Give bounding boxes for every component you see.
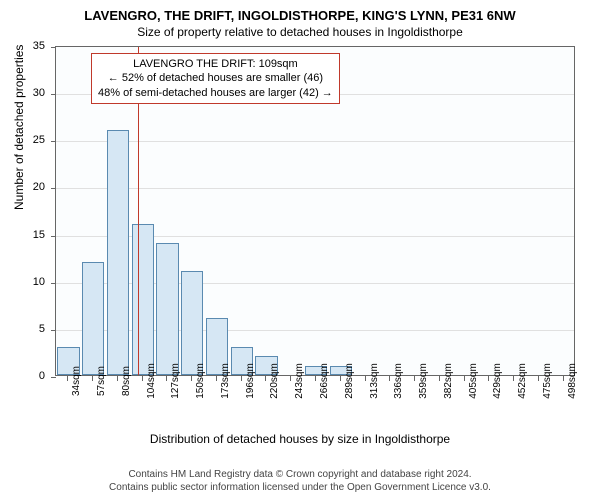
annotation-box: LAVENGRO THE DRIFT: 109sqm← 52% of detac… — [91, 53, 340, 104]
chart-title-sub: Size of property relative to detached ho… — [0, 23, 600, 43]
chart-area: LAVENGRO THE DRIFT: 109sqm← 52% of detac… — [55, 46, 575, 401]
ytick-mark — [51, 330, 56, 331]
gridline — [56, 188, 574, 189]
xtick-label: 429sqm — [492, 363, 503, 399]
ytick-label: 0 — [15, 370, 45, 382]
xtick-mark — [216, 376, 217, 381]
xtick-mark — [340, 376, 341, 381]
xtick-label: 150sqm — [195, 363, 206, 399]
annotation-line-1: LAVENGRO THE DRIFT: 109sqm — [98, 57, 333, 71]
xtick-mark — [563, 376, 564, 381]
ytick-label: 20 — [15, 181, 45, 193]
xtick-label: 243sqm — [294, 363, 305, 399]
attribution-line-2: Contains public sector information licen… — [0, 481, 600, 494]
xtick-label: 196sqm — [245, 363, 256, 399]
xtick-label: 405sqm — [468, 363, 479, 399]
attribution-line-1: Contains HM Land Registry data © Crown c… — [0, 468, 600, 481]
xtick-label: 313sqm — [369, 363, 380, 399]
ytick-mark — [51, 188, 56, 189]
xtick-label: 57sqm — [96, 366, 107, 396]
xtick-label: 359sqm — [418, 363, 429, 399]
ytick-mark — [51, 141, 56, 142]
attribution-text: Contains HM Land Registry data © Crown c… — [0, 468, 600, 494]
histogram-bar — [181, 271, 203, 375]
xtick-mark — [513, 376, 514, 381]
xtick-mark — [414, 376, 415, 381]
xtick-mark — [315, 376, 316, 381]
histogram-bar — [107, 130, 129, 375]
xtick-mark — [191, 376, 192, 381]
xtick-mark — [142, 376, 143, 381]
ytick-mark — [51, 236, 56, 237]
xtick-mark — [538, 376, 539, 381]
annotation-line-3: 48% of semi-detached houses are larger (… — [98, 86, 333, 100]
xtick-label: 336sqm — [393, 363, 404, 399]
histogram-bar — [82, 262, 104, 375]
ytick-label: 5 — [15, 323, 45, 335]
xtick-mark — [365, 376, 366, 381]
xtick-label: 382sqm — [443, 363, 454, 399]
xtick-mark — [464, 376, 465, 381]
xtick-mark — [166, 376, 167, 381]
xtick-label: 104sqm — [146, 363, 157, 399]
xtick-mark — [389, 376, 390, 381]
xtick-mark — [67, 376, 68, 381]
chart-title-main: LAVENGRO, THE DRIFT, INGOLDISTHORPE, KIN… — [0, 0, 600, 23]
ytick-label: 25 — [15, 134, 45, 146]
xtick-label: 475sqm — [542, 363, 553, 399]
ytick-mark — [51, 94, 56, 95]
xtick-mark — [241, 376, 242, 381]
gridline — [56, 141, 574, 142]
xtick-label: 498sqm — [567, 363, 578, 399]
xtick-label: 34sqm — [71, 366, 82, 396]
xtick-mark — [92, 376, 93, 381]
plot-area: LAVENGRO THE DRIFT: 109sqm← 52% of detac… — [55, 46, 575, 376]
ytick-mark — [51, 377, 56, 378]
ytick-label: 15 — [15, 229, 45, 241]
histogram-bar — [132, 224, 154, 375]
xtick-mark — [265, 376, 266, 381]
xtick-mark — [290, 376, 291, 381]
x-axis-label: Distribution of detached houses by size … — [0, 432, 600, 446]
xtick-label: 127sqm — [170, 363, 181, 399]
xtick-label: 452sqm — [517, 363, 528, 399]
ytick-mark — [51, 47, 56, 48]
xtick-mark — [117, 376, 118, 381]
ytick-label: 30 — [15, 87, 45, 99]
xtick-mark — [488, 376, 489, 381]
ytick-label: 10 — [15, 276, 45, 288]
xtick-label: 80sqm — [121, 366, 132, 396]
xtick-mark — [439, 376, 440, 381]
histogram-bar — [156, 243, 178, 375]
xtick-label: 266sqm — [319, 363, 330, 399]
ytick-label: 35 — [15, 40, 45, 52]
annotation-line-2: ← 52% of detached houses are smaller (46… — [98, 71, 333, 85]
ytick-mark — [51, 283, 56, 284]
xtick-label: 173sqm — [220, 363, 231, 399]
xtick-label: 220sqm — [269, 363, 280, 399]
xtick-label: 289sqm — [344, 363, 355, 399]
